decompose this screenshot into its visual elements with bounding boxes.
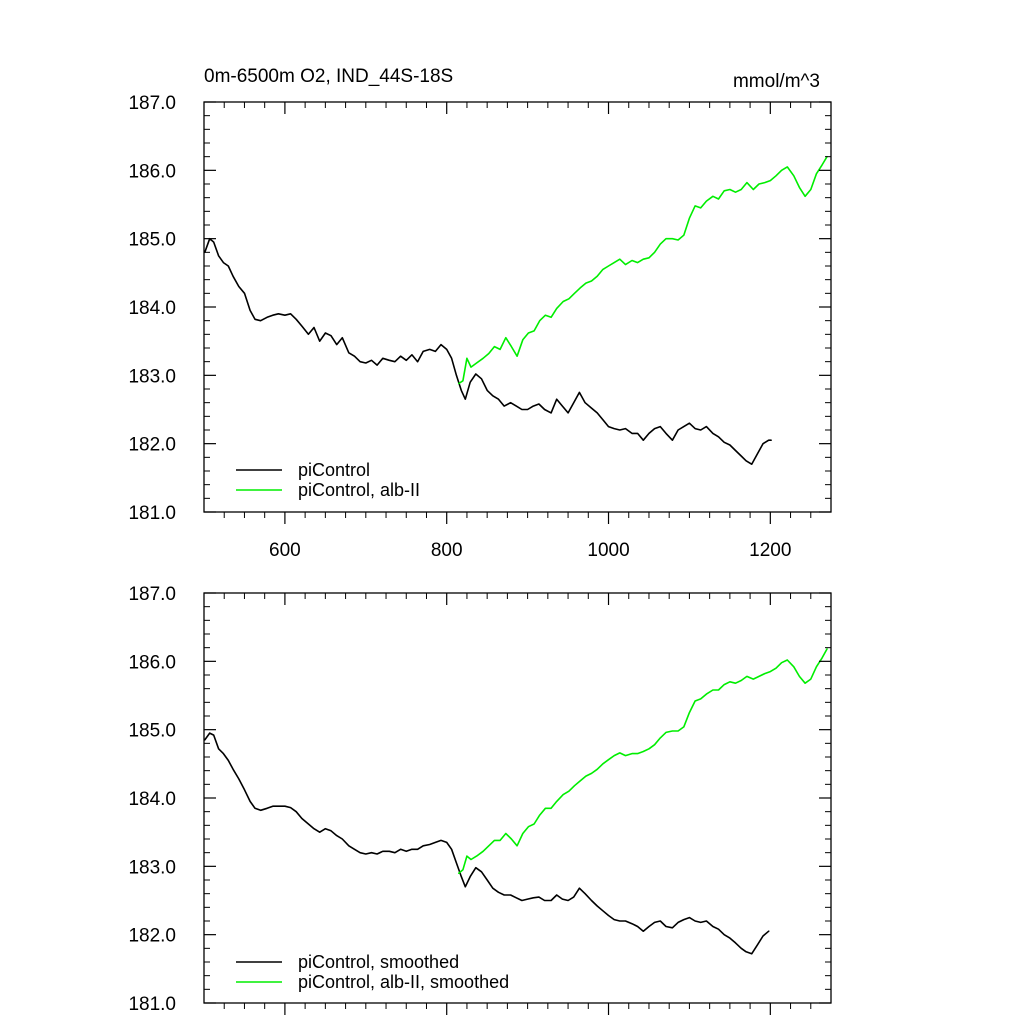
x-tick-label: 1000 [587, 540, 629, 561]
plot-frame [203, 592, 832, 1004]
legend-label-alb-ii: piControl, alb-II [298, 480, 420, 500]
legend-label-picontrol-smoothed: piControl, smoothed [298, 952, 459, 972]
x-tick-label: 1200 [749, 540, 791, 561]
y-tick-label: 183.0 [128, 857, 176, 878]
plot-frame [203, 101, 832, 513]
series-line-picontrol-smoothed [204, 732, 770, 955]
top-panel: 0m-6500m O2, IND_44S-18S mmol/m^3 181.01… [128, 66, 832, 561]
x-tick-label: 800 [431, 540, 463, 561]
units-label: mmol/m^3 [733, 71, 820, 92]
series-line-picontrol-alb-ii-smoothed [457, 648, 828, 875]
bottom-panel: 181.0 182.0 183.0 184.0 185.0 186.0 187.0 piCo… [128, 584, 832, 1015]
y-tick-label: 185.0 [128, 230, 176, 251]
legend: piControl piControl, alb-II [236, 460, 420, 500]
tick-labels: 181.0 182.0 183.0 184.0 185.0 186.0 187.0 600 80… [128, 93, 791, 561]
y-tick-label: 183.0 [128, 366, 176, 387]
tick-labels: 181.0 182.0 183.0 184.0 185.0 186.0 187.0 [128, 584, 176, 1015]
plot-area [204, 648, 828, 955]
y-tick-label: 187.0 [128, 93, 176, 114]
y-tick-label: 184.0 [128, 789, 176, 810]
y-tick-label: 186.0 [128, 652, 176, 673]
series-line-picontrol [204, 237, 772, 466]
y-tick-label: 187.0 [128, 584, 176, 605]
legend-label-alb-ii-smoothed: piControl, alb-II, smoothed [298, 972, 509, 992]
y-tick-label: 181.0 [128, 994, 176, 1015]
chart-title: 0m-6500m O2, IND_44S-18S [204, 66, 453, 87]
y-tick-label: 181.0 [128, 503, 176, 524]
y-tick-label: 182.0 [128, 926, 176, 947]
legend: piControl, smoothed piControl, alb-II, s… [236, 952, 509, 992]
legend-label-picontrol: piControl [298, 460, 370, 480]
x-tick-label: 600 [269, 540, 301, 561]
y-tick-label: 185.0 [128, 721, 176, 742]
y-tick-label: 186.0 [128, 161, 176, 182]
plot-area [204, 155, 828, 466]
series-line-picontrol-alb-ii [457, 155, 828, 385]
y-tick-label: 182.0 [128, 435, 176, 456]
y-tick-label: 184.0 [128, 298, 176, 319]
